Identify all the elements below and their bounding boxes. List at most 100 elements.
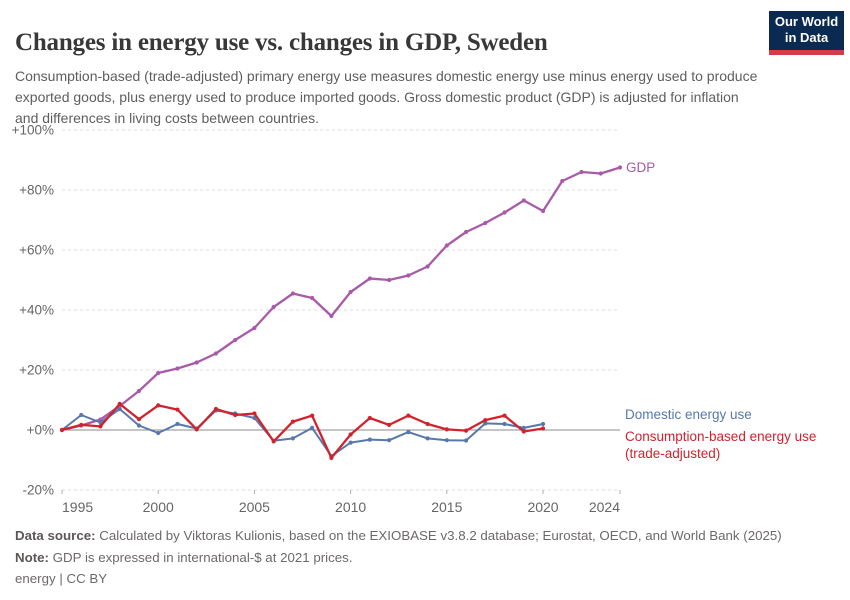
data-point-marker — [425, 264, 430, 269]
data-point-marker — [233, 337, 238, 343]
data-point-marker — [502, 413, 507, 418]
data-point-marker — [540, 426, 546, 431]
series-label-gdp[interactable]: GDP — [626, 160, 656, 175]
y-axis-tick-label: +60% — [19, 243, 54, 258]
gridlines: +100% +80% +60% +40% +20% +0% -20% — [12, 123, 620, 498]
license-divider: | — [55, 571, 67, 586]
data-point-marker — [483, 418, 488, 423]
data-point-marker — [252, 411, 257, 416]
x-axis-tick-label: 2010 — [335, 499, 366, 515]
data-point-marker — [387, 422, 392, 427]
data-point-marker — [348, 440, 353, 445]
y-axis-tick-label: +20% — [19, 363, 54, 378]
footer-license: energy | CC BY — [15, 568, 835, 590]
series-label-consumption-line1: Consumption-based energy use — [625, 429, 817, 444]
data-point-marker — [579, 169, 584, 175]
footer-note: Note: GDP is expressed in international-… — [15, 547, 835, 569]
data-point-marker — [271, 304, 276, 310]
data-point-marker — [117, 406, 122, 412]
data-point-marker — [406, 413, 411, 418]
data-point-marker — [348, 432, 353, 437]
data-point-marker — [175, 407, 180, 412]
line-gdp[interactable] — [59, 165, 623, 433]
line-consumption-based-energy-use[interactable] — [59, 401, 546, 460]
data-point-marker — [502, 421, 507, 427]
data-point-marker — [540, 208, 546, 214]
series-label-domestic-energy-use[interactable]: Domestic energy use — [625, 407, 752, 422]
note-text: GDP is expressed in international-$ at 2… — [48, 549, 353, 565]
data-point-marker — [483, 220, 488, 226]
series-label-consumption-line2: (trade-adjusted) — [625, 446, 721, 461]
data-point-marker — [290, 291, 295, 296]
y-axis-tick-label: +80% — [19, 183, 54, 198]
data-point-marker — [213, 406, 219, 412]
data-point-marker — [444, 438, 449, 443]
data-point-marker — [387, 277, 392, 283]
data-point-marker — [598, 171, 603, 176]
data-point-marker — [521, 425, 526, 430]
data-point-marker — [521, 198, 526, 203]
data-point-marker — [136, 423, 142, 428]
data-point-marker — [406, 273, 411, 278]
x-axis-tick-label: 2015 — [431, 499, 462, 515]
data-point-marker — [310, 413, 315, 418]
data-point-marker — [175, 421, 180, 427]
license-link[interactable]: CC BY — [66, 571, 108, 586]
data-point-marker — [425, 421, 430, 427]
series-path — [61, 408, 545, 458]
data-point-marker — [194, 360, 199, 365]
data-point-marker — [79, 412, 84, 418]
data-point-marker — [444, 243, 449, 248]
series-path — [60, 166, 622, 432]
data-point-marker — [310, 295, 315, 301]
data-point-marker — [463, 229, 469, 235]
chart-subtitle: Consumption-based (trade-adjusted) prima… — [15, 68, 758, 126]
data-source-label: Data source: — [15, 528, 96, 543]
data-point-marker — [617, 165, 623, 170]
note-label: Note: — [15, 549, 49, 565]
data-point-marker — [387, 438, 392, 443]
x-axis-tick-label: 2020 — [527, 499, 558, 515]
owid-logo-line1: Our World — [774, 14, 839, 29]
data-point-marker — [521, 429, 526, 434]
data-point-marker — [367, 276, 372, 281]
data-point-marker — [463, 438, 469, 443]
data-point-marker — [59, 427, 65, 433]
data-point-marker — [483, 421, 488, 426]
data-point-marker — [98, 424, 103, 429]
data-point-marker — [156, 430, 161, 436]
data-point-marker — [271, 439, 276, 444]
tag-link[interactable]: energy — [15, 571, 56, 586]
data-point-marker — [367, 415, 372, 421]
data-point-marker — [560, 178, 565, 184]
y-axis-tick-label: +100% — [12, 123, 54, 138]
x-axis-tick-label: 2000 — [143, 499, 174, 515]
data-point-marker — [136, 417, 142, 422]
data-point-marker — [463, 428, 469, 433]
data-point-marker — [79, 422, 84, 427]
data-point-marker — [502, 210, 507, 215]
data-point-marker — [290, 436, 295, 441]
data-point-marker — [444, 427, 449, 432]
owid-logo[interactable]: Our World in Data — [769, 11, 844, 55]
data-point-marker — [348, 289, 353, 295]
data-point-marker — [233, 412, 238, 418]
y-axis-tick-label: +0% — [27, 423, 54, 438]
data-point-marker — [329, 313, 334, 319]
footer-data-source: Data source: Calculated by Viktoras Kuli… — [15, 525, 835, 547]
data-point-marker — [425, 436, 430, 441]
data-point-marker — [290, 419, 295, 424]
x-axis-tick-label: 2024 — [589, 499, 620, 515]
data-point-marker — [252, 325, 257, 331]
series-path — [60, 402, 545, 460]
page-title: Changes in energy use vs. changes in GDP… — [15, 28, 548, 56]
y-axis-tick-label: +40% — [19, 303, 54, 318]
data-point-marker — [367, 437, 372, 442]
series-label-consumption-based-energy-use[interactable]: Consumption-based energy use (trade-adju… — [625, 428, 816, 462]
data-point-marker — [156, 403, 161, 408]
owid-logo-line2: in Data — [784, 30, 829, 45]
data-source-text: Calculated by Viktoras Kulionis, based o… — [95, 528, 782, 543]
x-axis: 1995 2000 2005 2010 2015 2020 2024 — [61, 490, 621, 515]
